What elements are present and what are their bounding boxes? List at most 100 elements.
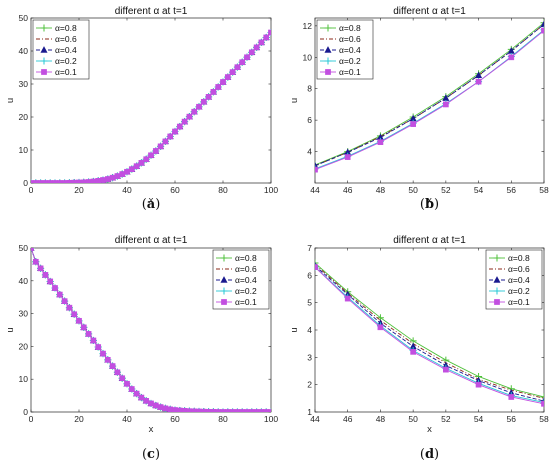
data-point: [205, 94, 212, 100]
data-point: [248, 49, 255, 56]
data-point: [152, 402, 159, 409]
y-tick-label: 0: [23, 178, 28, 188]
legend-marker: [220, 276, 228, 283]
y-tick-label: 6: [307, 270, 312, 280]
data-point: [508, 394, 515, 400]
data-point: [157, 404, 164, 410]
data-point: [186, 113, 193, 120]
series-line: [315, 266, 544, 405]
x-tick-label: 52: [441, 414, 451, 424]
data-point: [31, 248, 34, 251]
legend-marker: [220, 287, 228, 295]
x-tick-label: 60: [170, 414, 180, 424]
data-point: [42, 180, 49, 183]
legend-label: α=0.2: [508, 286, 530, 296]
data-point: [52, 285, 58, 291]
plot-area: [31, 248, 271, 412]
panel-caption: (d): [420, 447, 439, 462]
series-line: [315, 22, 544, 166]
data-point: [104, 356, 111, 363]
y-tick-label: 20: [19, 112, 29, 122]
data-point: [263, 34, 270, 41]
data-point: [162, 138, 169, 145]
data-point: [176, 123, 183, 130]
data-point: [540, 20, 544, 27]
series-5: [315, 264, 544, 407]
data-point: [239, 59, 246, 66]
legend: α=0.8α=0.6α=0.4α=0.2α=0.1: [212, 249, 270, 310]
x-tick-label: 80: [218, 185, 228, 195]
plot-title: different α at t=1: [393, 235, 466, 246]
series-line: [315, 23, 544, 167]
legend-marker: [324, 57, 332, 65]
legend-marker: [40, 24, 48, 32]
data-point: [85, 179, 92, 183]
data-point: [124, 380, 130, 387]
y-tick-label: 50: [19, 13, 29, 23]
data-point: [344, 295, 351, 302]
y-tick-label: 8: [307, 84, 312, 94]
data-point: [128, 166, 135, 172]
legend-label: α=0.1: [55, 67, 77, 77]
y-tick-label: 20: [19, 341, 29, 351]
data-point: [540, 19, 544, 27]
y-axis-label: u: [289, 98, 300, 103]
legend-label: α=0.6: [508, 264, 530, 274]
legend-marker: [221, 299, 227, 305]
x-tick-label: 20: [74, 414, 84, 424]
y-tick-label: 4: [307, 147, 312, 157]
plot-title: different α at t=1: [115, 6, 188, 17]
legend-marker: [40, 57, 48, 65]
data-point: [229, 409, 236, 412]
data-point: [138, 160, 145, 166]
data-point: [119, 171, 126, 177]
data-point: [37, 265, 44, 272]
x-tick-label: 40: [122, 414, 132, 424]
plot-area: [31, 28, 271, 183]
data-point: [157, 143, 164, 150]
series-line: [315, 266, 544, 403]
data-point: [109, 174, 116, 181]
data-point: [248, 409, 255, 412]
legend-label: α=0.6: [339, 34, 361, 44]
legend-marker: [324, 24, 332, 32]
legend-marker: [41, 69, 47, 75]
data-point: [215, 84, 222, 90]
data-point: [268, 29, 271, 36]
plot-area: [315, 19, 544, 173]
data-point: [56, 180, 63, 183]
x-tick-label: 56: [507, 414, 517, 424]
data-point: [80, 324, 87, 331]
data-point: [167, 406, 174, 412]
series-5: [31, 29, 271, 183]
data-point: [128, 386, 135, 392]
data-point: [377, 324, 384, 331]
legend-marker: [324, 46, 332, 53]
data-point: [315, 166, 318, 173]
y-tick-label: 2: [307, 380, 312, 390]
data-point: [196, 408, 202, 412]
y-tick-label: 3: [307, 352, 312, 362]
y-axis-label: u: [289, 327, 300, 332]
data-point: [114, 173, 121, 179]
data-point: [315, 161, 319, 169]
data-point: [191, 108, 198, 115]
data-point: [253, 44, 260, 51]
legend-label: α=0.2: [235, 286, 257, 296]
legend-marker: [493, 287, 501, 295]
data-point: [475, 78, 482, 85]
data-point: [205, 408, 212, 412]
data-point: [475, 71, 483, 79]
data-point: [186, 408, 193, 412]
data-point: [540, 393, 544, 401]
data-point: [114, 369, 121, 376]
data-point: [253, 409, 260, 412]
data-point: [42, 272, 49, 278]
data-point: [133, 390, 140, 397]
data-point: [172, 128, 178, 135]
legend-label: α=0.8: [235, 253, 257, 263]
panel-caption: (a): [142, 197, 161, 212]
y-tick-label: 0: [23, 407, 28, 417]
data-point: [148, 152, 154, 159]
y-tick-label: 1: [307, 407, 312, 417]
